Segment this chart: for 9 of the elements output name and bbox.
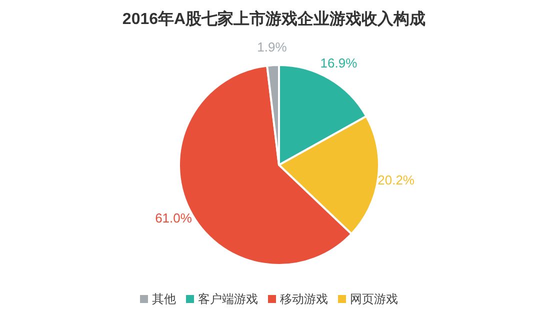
data-label: 61.0% bbox=[155, 210, 192, 226]
chart-title: 2016年A股七家上市游戏企业游戏收入构成 bbox=[121, 9, 427, 30]
legend-label: 移动游戏 bbox=[280, 292, 328, 306]
legend-label: 网页游戏 bbox=[350, 292, 398, 306]
legend-label: 客户端游戏 bbox=[198, 292, 258, 306]
data-label: 16.9% bbox=[320, 56, 358, 71]
data-label: 20.2% bbox=[378, 172, 415, 188]
legend-label: 其他 bbox=[152, 292, 176, 306]
data-label: 1.9% bbox=[257, 40, 288, 55]
